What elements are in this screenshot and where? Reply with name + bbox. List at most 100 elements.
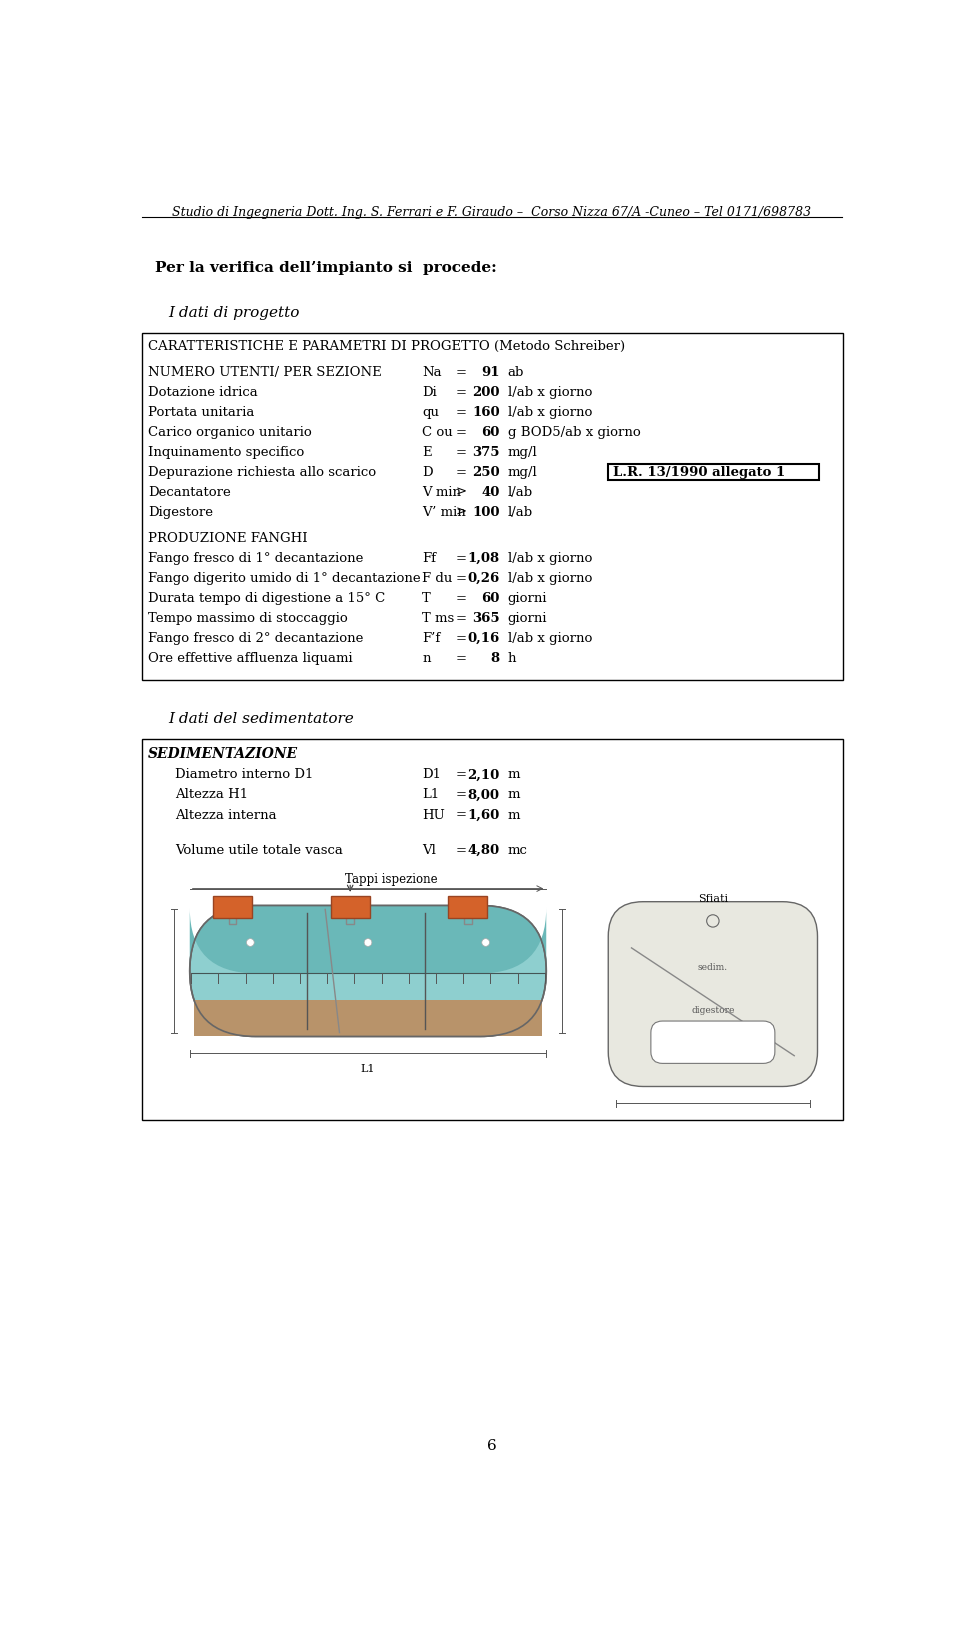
Circle shape — [482, 939, 490, 947]
Bar — [213, 897, 252, 918]
Text: l/ab x giorno: l/ab x giorno — [508, 553, 592, 566]
Text: =: = — [455, 466, 467, 479]
Text: =: = — [455, 592, 467, 605]
Text: Ff: Ff — [422, 553, 436, 566]
Text: 40: 40 — [481, 486, 500, 499]
Text: Volume utile totale vasca: Volume utile totale vasca — [175, 844, 343, 857]
Text: =: = — [455, 386, 467, 399]
Text: =: = — [455, 844, 467, 857]
Text: E: E — [422, 447, 432, 460]
Text: Altezza interna: Altezza interna — [175, 808, 276, 822]
Text: Di: Di — [422, 386, 437, 399]
Text: Tappi ispezione: Tappi ispezione — [345, 874, 438, 887]
Text: >: > — [455, 505, 467, 518]
FancyBboxPatch shape — [609, 901, 818, 1087]
Bar — [331, 897, 370, 918]
Text: 0,16: 0,16 — [468, 632, 500, 645]
Text: D1: D1 — [422, 768, 442, 781]
Text: V min: V min — [422, 486, 461, 499]
Text: h: h — [508, 652, 516, 665]
Text: D: D — [422, 466, 433, 479]
Text: 91: 91 — [481, 365, 500, 378]
Text: m: m — [508, 789, 520, 802]
Text: l/ab x giorno: l/ab x giorno — [508, 406, 592, 419]
Text: =: = — [455, 553, 467, 566]
Text: 60: 60 — [481, 425, 500, 438]
Text: Fango fresco di 1° decantazione: Fango fresco di 1° decantazione — [148, 553, 363, 566]
Text: F du: F du — [422, 572, 452, 585]
Text: Dotazione idrica: Dotazione idrica — [148, 386, 257, 399]
Text: 8,00: 8,00 — [468, 789, 500, 802]
Text: giorni: giorni — [508, 592, 547, 605]
Text: PRODUZIONE FANGHI: PRODUZIONE FANGHI — [148, 531, 307, 544]
Text: 1,08: 1,08 — [468, 553, 500, 566]
Text: =: = — [455, 406, 467, 419]
Text: C ou: C ou — [422, 425, 453, 438]
Text: 375: 375 — [472, 447, 500, 460]
Text: l/ab x giorno: l/ab x giorno — [508, 386, 592, 399]
Text: 0,26: 0,26 — [468, 572, 500, 585]
Text: l/ab x giorno: l/ab x giorno — [508, 632, 592, 645]
Text: digestore: digestore — [691, 1006, 734, 1014]
Text: T ms: T ms — [422, 613, 454, 626]
Text: 365: 365 — [472, 613, 500, 626]
Text: L.R. 13/1990 allegato 1: L.R. 13/1990 allegato 1 — [612, 466, 785, 479]
Text: 2,10: 2,10 — [468, 768, 500, 781]
Text: Fango fresco di 2° decantazione: Fango fresco di 2° decantazione — [148, 632, 363, 645]
Circle shape — [364, 939, 372, 947]
Text: Na: Na — [422, 365, 442, 378]
FancyBboxPatch shape — [190, 906, 546, 973]
Bar — [142, 740, 843, 1120]
Text: =: = — [455, 572, 467, 585]
Bar — [448, 897, 487, 918]
Text: NUMERO UTENTI/ PER SEZIONE: NUMERO UTENTI/ PER SEZIONE — [148, 365, 382, 378]
Text: T: T — [422, 592, 431, 605]
Text: mc: mc — [508, 844, 527, 857]
Text: Fango digerito umido di 1° decantazione: Fango digerito umido di 1° decantazione — [148, 572, 420, 585]
Text: Portata unitaria: Portata unitaria — [148, 406, 254, 419]
Text: mg/l: mg/l — [508, 466, 538, 479]
Text: =: = — [455, 632, 467, 645]
Bar — [142, 333, 843, 680]
FancyBboxPatch shape — [651, 1020, 775, 1063]
Text: n: n — [422, 652, 431, 665]
Text: m: m — [508, 768, 520, 781]
Text: Carico organico unitario: Carico organico unitario — [148, 425, 312, 438]
Text: mg/l: mg/l — [508, 447, 538, 460]
Text: =: = — [455, 808, 467, 822]
Bar — [609, 465, 819, 481]
Text: 160: 160 — [472, 406, 500, 419]
Text: Durata tempo di digestione a 15° C: Durata tempo di digestione a 15° C — [148, 592, 385, 605]
Text: L1: L1 — [361, 1064, 375, 1074]
Text: sedim.: sedim. — [698, 963, 728, 971]
Text: fanghi: fanghi — [350, 1009, 386, 1019]
Text: Inquinamento specifico: Inquinamento specifico — [148, 447, 304, 460]
Text: =: = — [455, 789, 467, 802]
Text: I dati di progetto: I dati di progetto — [168, 306, 300, 319]
Circle shape — [247, 939, 254, 947]
Text: =: = — [455, 768, 467, 781]
Text: 4,80: 4,80 — [468, 844, 500, 857]
Text: 250: 250 — [472, 466, 500, 479]
Text: Vl: Vl — [422, 844, 436, 857]
Text: Studio di Ingegneria Dott. Ing. S. Ferrari e F. Giraudo –  Corso Nizza 67/A -Cun: Studio di Ingegneria Dott. Ing. S. Ferra… — [173, 207, 811, 220]
Text: =: = — [455, 447, 467, 460]
Text: Tempo massimo di stoccaggio: Tempo massimo di stoccaggio — [148, 613, 348, 626]
Text: ab: ab — [508, 365, 524, 378]
Text: l/ab x giorno: l/ab x giorno — [508, 572, 592, 585]
Text: g BOD5/ab x giorno: g BOD5/ab x giorno — [508, 425, 640, 438]
Text: 200: 200 — [472, 386, 500, 399]
Text: Digestore: Digestore — [148, 505, 213, 518]
Text: HU: HU — [422, 808, 445, 822]
Text: Ore effettive affluenza liquami: Ore effettive affluenza liquami — [148, 652, 352, 665]
Text: I dati del sedimentatore: I dati del sedimentatore — [168, 712, 354, 727]
FancyBboxPatch shape — [194, 1001, 542, 1037]
Text: L1: L1 — [422, 789, 440, 802]
Text: Depurazione richiesta allo scarico: Depurazione richiesta allo scarico — [148, 466, 376, 479]
Text: 8: 8 — [491, 652, 500, 665]
Text: Sfiati: Sfiati — [698, 893, 728, 905]
Text: Decantatore: Decantatore — [148, 486, 230, 499]
Text: =: = — [455, 652, 467, 665]
Text: V’ min: V’ min — [422, 505, 466, 518]
Text: CARATTERISTICHE E PARAMETRI DI PROGETTO (Metodo Schreiber): CARATTERISTICHE E PARAMETRI DI PROGETTO … — [148, 341, 625, 354]
